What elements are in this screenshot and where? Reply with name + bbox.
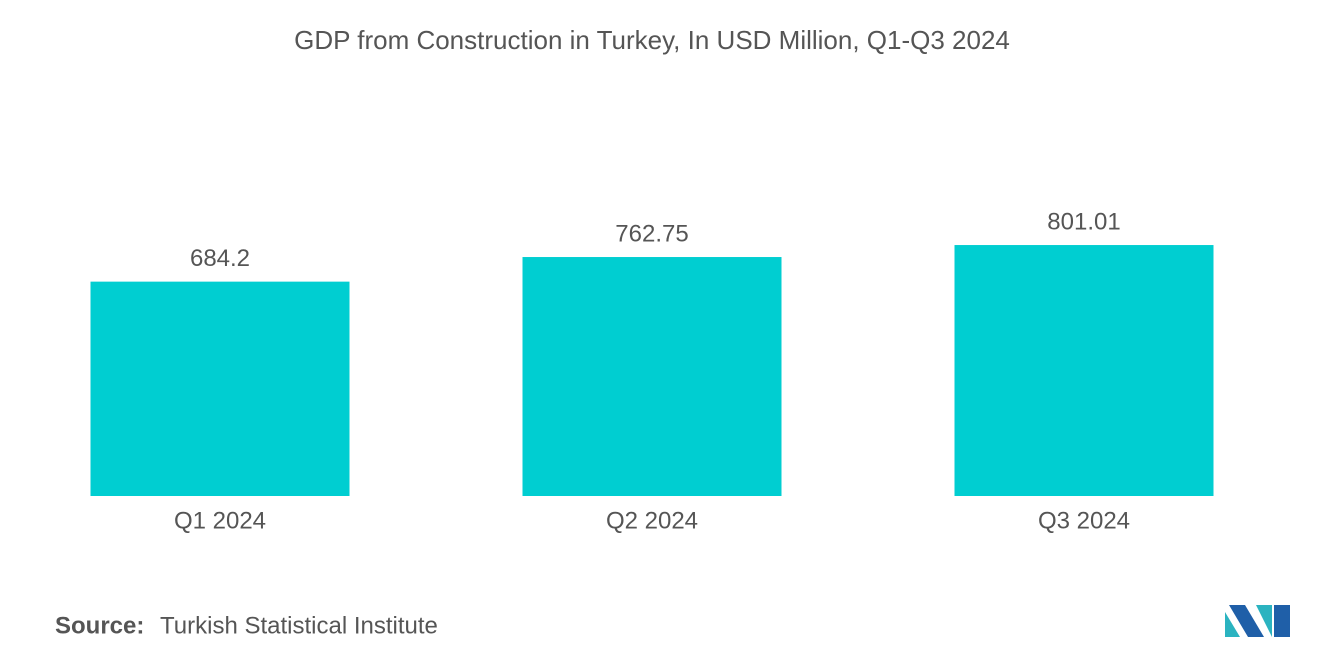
logo-shape	[1225, 612, 1240, 637]
x-tick-label: Q2 2024	[606, 507, 698, 534]
logo	[1225, 605, 1290, 637]
source-text: Turkish Statistical Institute	[160, 612, 438, 639]
logo-shape	[1256, 605, 1272, 637]
bar	[90, 281, 350, 496]
bar	[522, 257, 782, 496]
logo-shape	[1229, 605, 1264, 637]
bar	[954, 245, 1214, 496]
logo-shape	[1274, 605, 1290, 637]
x-tick-label: Q3 2024	[1038, 507, 1130, 534]
chart-title: GDP from Construction in Turkey, In USD …	[294, 25, 1010, 55]
value-label: 801.01	[1047, 208, 1120, 235]
value-label: 762.75	[615, 220, 688, 247]
source-label: Source:	[55, 612, 144, 639]
value-label: 684.2	[190, 245, 250, 272]
x-tick-label: Q1 2024	[174, 507, 266, 534]
